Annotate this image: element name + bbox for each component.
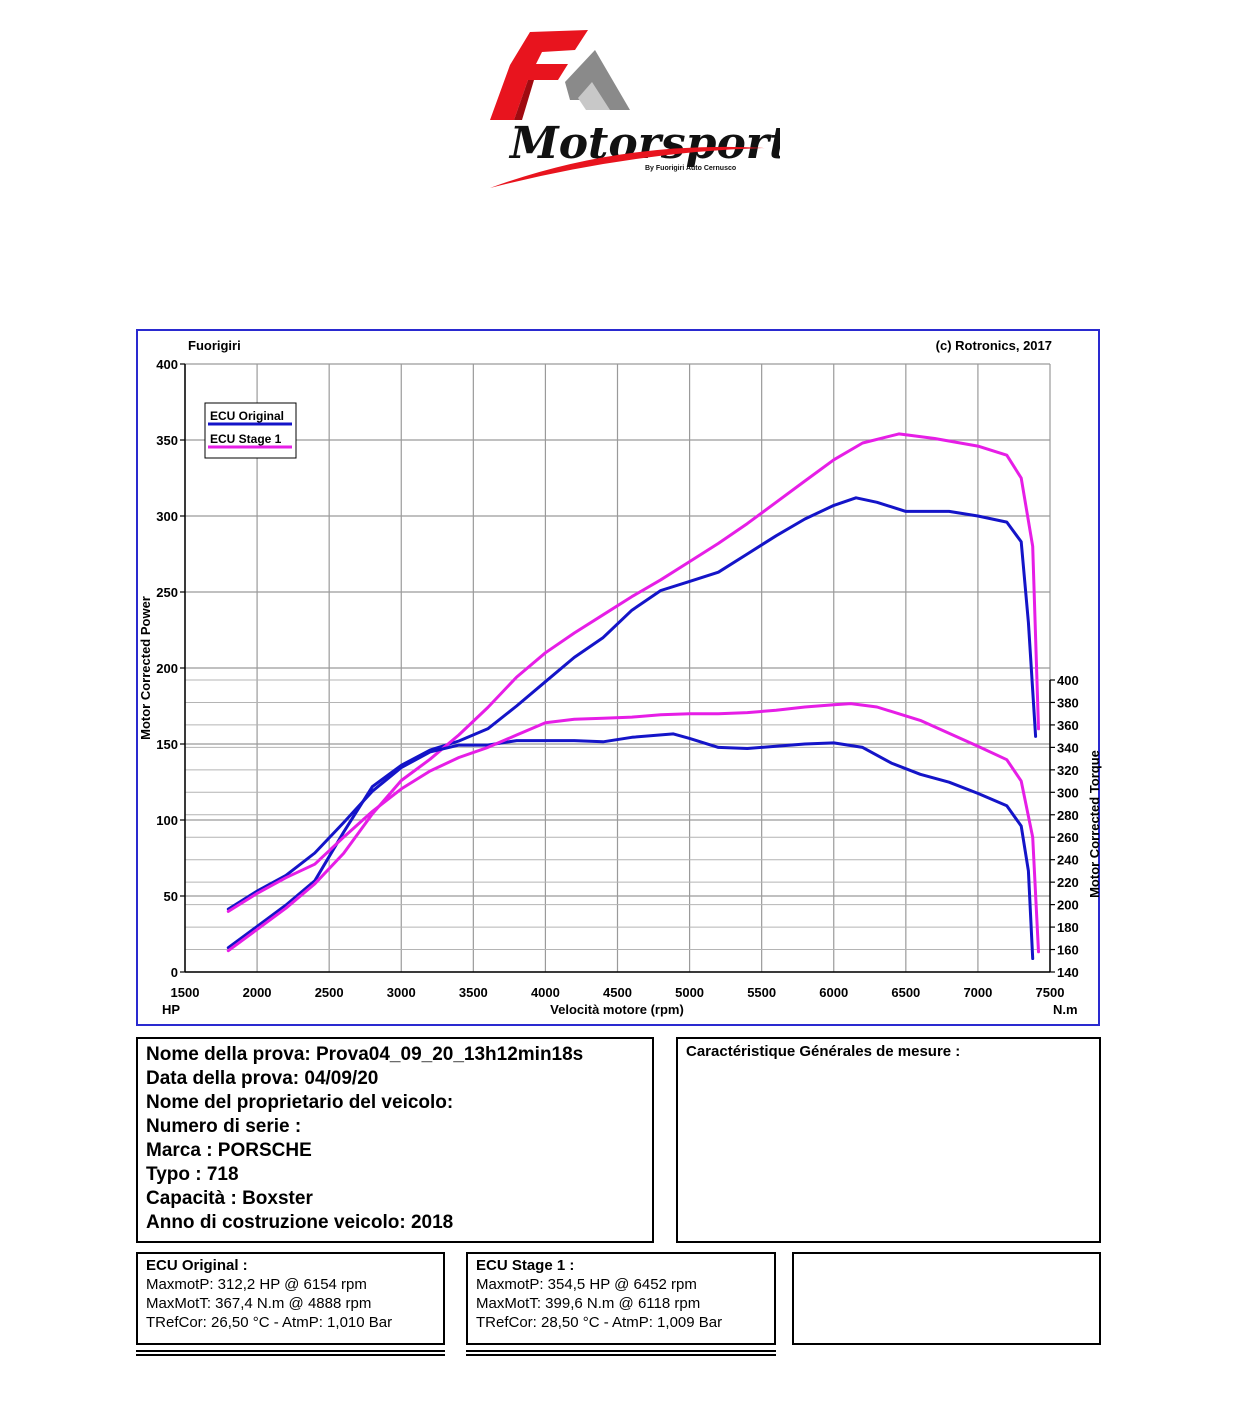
measure-box: Caractéristique Générales de mesure : (676, 1037, 1101, 1243)
y-tick-label-left: 250 (156, 585, 178, 600)
y-tick-label-left: 350 (156, 433, 178, 448)
result-box-stage1: ECU Stage 1 : MaxmotP: 354,5 HP @ 6452 r… (466, 1252, 776, 1345)
x-tick-label: 2500 (315, 985, 344, 1000)
y-axis-right-label: Motor Corrected Torque (1087, 750, 1102, 898)
x-tick-label: 4000 (531, 985, 560, 1000)
y-tick-label-right: 380 (1057, 695, 1079, 710)
y-tick-label-left: 150 (156, 737, 178, 752)
chart-axes: 1500 2000 2500 3000 3500 4000 4500 5000 5500 6000… (156, 357, 1078, 1000)
test-info-line: Nome della prova: Prova04_09_20_13h12min… (146, 1044, 584, 1065)
fa-motorsport-logo: Motorsport By Fuorigiri Auto Cernusco (490, 30, 780, 188)
chart-legend: ECU Original ECU Stage 1 (204, 402, 297, 459)
result-title-original: ECU Original : (146, 1257, 248, 1274)
y-tick-label-right: 220 (1057, 875, 1079, 890)
result-box-empty (792, 1252, 1101, 1345)
y-tick-label-right: 360 (1057, 718, 1079, 733)
x-tick-label: 1500 (171, 985, 200, 1000)
x-axis-label: Velocità motore (rpm) (550, 1002, 684, 1017)
y-tick-label-left: 100 (156, 813, 178, 828)
y-tick-label-left: 400 (156, 357, 178, 372)
result-line: MaxmotP: 354,5 HP @ 6452 rpm (476, 1276, 697, 1293)
test-info-line: Marca : PORSCHE (146, 1140, 312, 1161)
x-tick-label: 4500 (603, 985, 632, 1000)
chart-series (226, 432, 1040, 960)
series-line-stage1-torque (226, 702, 1040, 954)
y-tick-label-right: 180 (1057, 920, 1079, 935)
series-line-stage1-power (226, 432, 1040, 953)
chart-header-left: Fuorigiri (188, 338, 241, 353)
y-tick-label-right: 280 (1057, 808, 1079, 823)
x-tick-label: 7000 (963, 985, 992, 1000)
y-tick-label-right: 160 (1057, 943, 1079, 958)
x-tick-label: 7500 (1036, 985, 1065, 1000)
right-unit-label: N.m (1053, 1002, 1078, 1017)
y-tick-label-right: 240 (1057, 853, 1079, 868)
test-info-line: Nome del proprietario del veicolo: (146, 1092, 454, 1113)
x-tick-label: 3000 (387, 985, 416, 1000)
y-tick-label-right: 340 (1057, 740, 1079, 755)
x-tick-label: 6000 (819, 985, 848, 1000)
result-box-original: ECU Original : MaxmotP: 312,2 HP @ 6154 … (136, 1252, 445, 1345)
y-tick-label-left: 50 (164, 889, 178, 904)
y-tick-label-right: 260 (1057, 830, 1079, 845)
footer-rule-middle (466, 1350, 776, 1356)
y-tick-label-right: 300 (1057, 785, 1079, 800)
chart-frame (136, 329, 1100, 1026)
test-info-line: Anno di costruzione veicolo: 2018 (146, 1212, 454, 1233)
result-line: MaxMotT: 367,4 N.m @ 4888 rpm (146, 1295, 372, 1312)
x-tick-label: 5000 (675, 985, 704, 1000)
legend-label-original: ECU Original (210, 409, 284, 423)
logo-tagline: By Fuorigiri Auto Cernusco (645, 165, 736, 172)
result-line: MaxMotT: 399,6 N.m @ 6118 rpm (476, 1295, 701, 1312)
footer-rule-left (136, 1350, 445, 1356)
y-tick-label-left: 300 (156, 509, 178, 524)
x-tick-label: 2000 (243, 985, 272, 1000)
x-tick-label: 5500 (747, 985, 776, 1000)
test-info-line: Numero di serie : (146, 1116, 302, 1137)
test-info-line: Capacità : Boxster (146, 1188, 313, 1209)
x-tick-label: 3500 (459, 985, 488, 1000)
result-line: TRefCor: 26,50 °C - AtmP: 1,010 Bar (146, 1314, 393, 1331)
measure-box-title: Caractéristique Générales de mesure : (686, 1043, 961, 1060)
y-tick-label-right: 200 (1057, 898, 1079, 913)
y-axis-left-label: Motor Corrected Power (138, 596, 153, 740)
result-line: MaxmotP: 312,2 HP @ 6154 rpm (146, 1276, 367, 1293)
y-tick-label-left: 200 (156, 661, 178, 676)
test-info-line: Typo : 718 (146, 1164, 239, 1185)
test-info-line: Data della prova: 04/09/20 (146, 1068, 379, 1089)
chart-header-right: (c) Rotronics, 2017 (936, 338, 1052, 353)
y-tick-label-right: 400 (1057, 673, 1079, 688)
series-line-original-torque (226, 732, 1035, 960)
series-line-original-power (226, 496, 1038, 950)
x-tick-label: 6500 (891, 985, 920, 1000)
y-tick-label-left: 0 (171, 965, 178, 980)
test-info-box: Nome della prova: Prova04_09_20_13h12min… (136, 1037, 654, 1243)
legend-label-stage1: ECU Stage 1 (210, 432, 282, 446)
y-tick-label-right: 140 (1057, 965, 1079, 980)
left-unit-label: HP (162, 1002, 180, 1017)
y-tick-label-right: 320 (1057, 763, 1079, 778)
logo-brand-text: Motorsport (508, 118, 780, 169)
result-line: TRefCor: 28,50 °C - AtmP: 1,009 Bar (476, 1314, 723, 1331)
result-title-stage1: ECU Stage 1 : (476, 1257, 575, 1274)
